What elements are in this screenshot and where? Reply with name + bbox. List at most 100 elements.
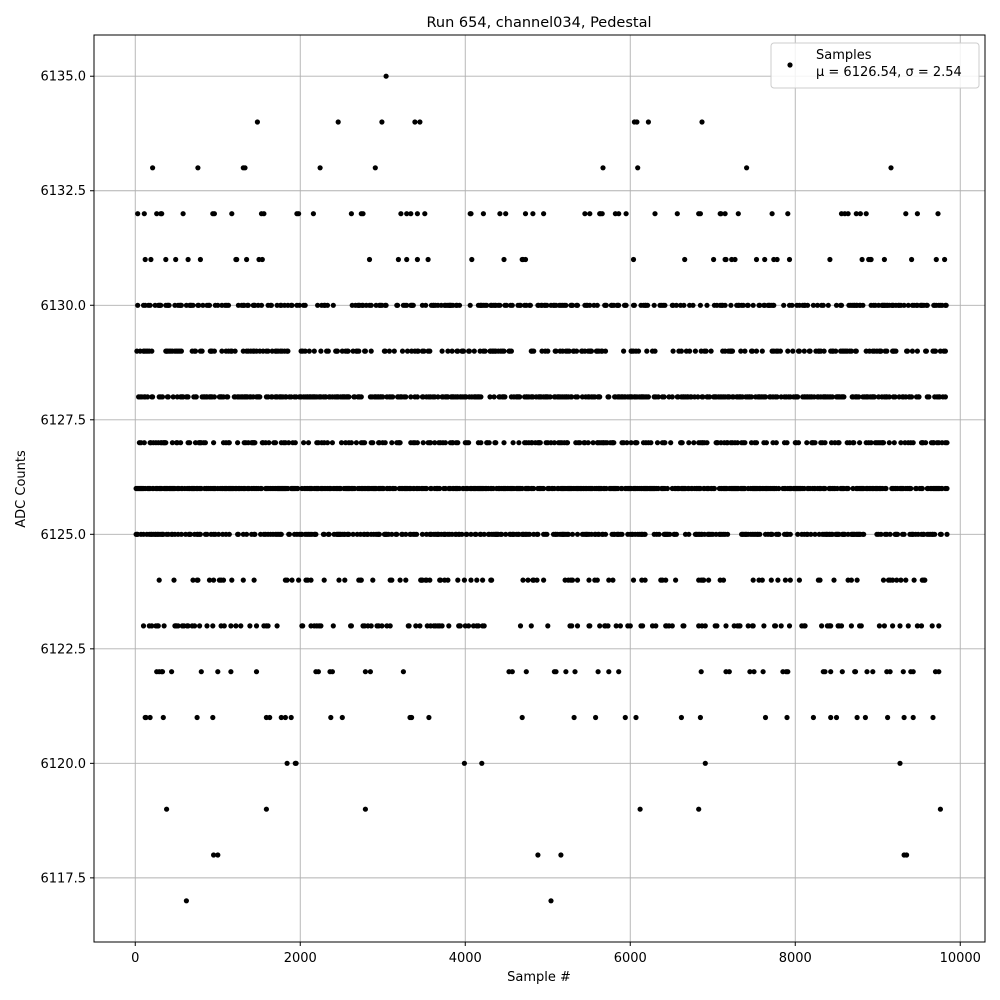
data-point	[858, 623, 864, 629]
data-point	[817, 577, 823, 583]
data-point	[247, 623, 253, 629]
data-point	[356, 348, 362, 354]
legend: Samples μ = 6126.54, σ = 2.54	[770, 42, 980, 89]
data-point	[474, 577, 480, 583]
data-point	[706, 394, 713, 400]
data-point	[404, 211, 410, 217]
data-point	[455, 577, 461, 583]
data-point	[686, 531, 692, 537]
data-point	[692, 348, 699, 354]
x-tick-label: 4000	[449, 951, 482, 966]
data-point	[637, 806, 643, 812]
data-point	[753, 440, 760, 446]
data-point	[408, 394, 414, 400]
data-point	[593, 714, 599, 721]
data-point	[856, 394, 862, 400]
data-point	[635, 348, 642, 354]
data-point	[903, 577, 909, 583]
data-point	[254, 119, 260, 125]
data-point	[501, 256, 507, 263]
data-point	[687, 348, 693, 354]
data-point	[165, 394, 171, 400]
data-point	[860, 302, 866, 308]
data-point	[782, 577, 789, 583]
y-tick-label: 6130.0	[41, 299, 87, 314]
data-point	[630, 256, 637, 263]
data-point	[358, 577, 364, 583]
data-point	[143, 714, 149, 721]
data-point	[437, 485, 443, 492]
y-tick-label: 6120.0	[41, 757, 87, 772]
data-point	[478, 394, 484, 400]
data-point	[623, 302, 629, 308]
data-point	[178, 348, 184, 354]
data-point	[670, 348, 676, 354]
data-point	[415, 348, 421, 354]
data-point	[330, 302, 336, 308]
data-point	[289, 577, 295, 583]
y-tick-label: 6117.5	[41, 871, 87, 886]
data-point	[833, 302, 840, 308]
data-point	[711, 256, 717, 263]
data-point	[821, 348, 827, 354]
data-point	[588, 348, 595, 354]
data-point	[663, 577, 669, 583]
data-point	[478, 440, 484, 446]
data-point	[853, 211, 859, 217]
data-point	[669, 394, 675, 400]
data-point	[904, 852, 910, 858]
data-point	[475, 623, 481, 629]
legend-stat-text: μ = 6126.54, σ = 2.54	[816, 65, 962, 80]
data-point	[531, 485, 537, 492]
data-point	[142, 256, 148, 263]
data-point	[389, 531, 395, 537]
data-point	[455, 440, 461, 446]
data-point	[881, 256, 888, 263]
data-point	[551, 440, 558, 446]
data-point	[211, 852, 217, 858]
data-point	[427, 348, 433, 354]
data-point	[296, 302, 302, 308]
data-point	[569, 302, 576, 308]
data-point	[206, 302, 213, 308]
data-point	[169, 440, 175, 446]
data-point	[738, 348, 744, 354]
data-point	[253, 669, 260, 675]
data-point	[210, 623, 216, 629]
data-point	[491, 394, 497, 400]
data-point	[695, 394, 701, 400]
y-axis: 6117.5 6120.0 6122.5 6125.0 6127.5 6130.0 6132…	[41, 70, 94, 886]
data-point	[545, 623, 551, 629]
data-point	[480, 211, 486, 217]
data-point	[708, 348, 714, 354]
data-point	[517, 623, 524, 629]
data-point	[221, 623, 227, 629]
data-point	[760, 669, 766, 675]
data-point	[242, 165, 248, 171]
data-point	[166, 302, 172, 308]
data-point	[197, 256, 203, 263]
data-point	[409, 714, 415, 721]
data-point	[768, 577, 774, 583]
data-point	[814, 302, 821, 308]
data-point	[828, 669, 834, 675]
data-point	[936, 669, 942, 675]
data-point	[358, 394, 364, 400]
data-point	[905, 302, 911, 308]
data-point	[785, 211, 791, 217]
data-point	[723, 623, 729, 629]
data-point	[883, 485, 889, 492]
data-point	[679, 440, 685, 446]
data-point	[734, 440, 741, 446]
data-point	[324, 440, 331, 446]
data-point	[674, 211, 680, 217]
data-point	[807, 348, 813, 354]
data-point	[228, 623, 234, 629]
data-point	[175, 623, 181, 629]
data-point	[382, 440, 388, 446]
data-point	[795, 531, 801, 537]
data-point	[156, 577, 162, 583]
data-point	[599, 211, 605, 217]
data-point	[653, 623, 659, 629]
data-point	[640, 623, 646, 629]
